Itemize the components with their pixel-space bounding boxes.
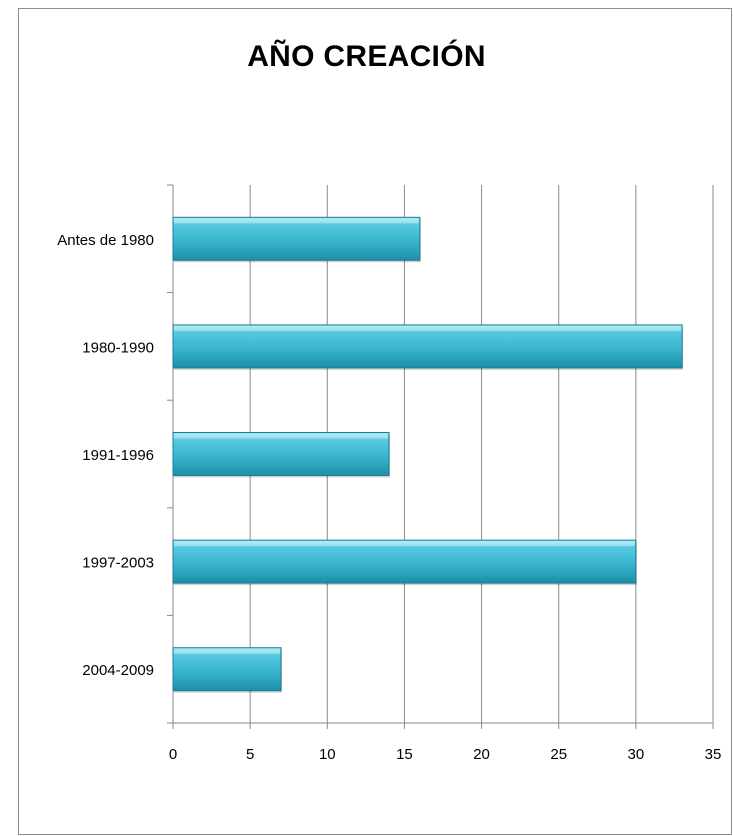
bar: [172, 539, 637, 584]
chart-frame: [18, 8, 732, 835]
bar-highlight: [174, 433, 388, 439]
y-category-label: Antes de 1980: [57, 232, 154, 249]
x-tick-label: 10: [319, 746, 336, 763]
bar-highlight: [174, 541, 635, 547]
bar: [172, 216, 421, 261]
x-tick-label: 20: [473, 746, 490, 763]
bar: [172, 647, 282, 692]
bar-highlight: [174, 325, 682, 331]
x-tick-label: 15: [396, 746, 413, 763]
y-category-label: 1997-2003: [82, 555, 154, 572]
x-tick-label: 0: [169, 746, 177, 763]
chart-title: AÑO CREACIÓN: [247, 40, 486, 73]
bar: [172, 324, 683, 369]
bar-highlight: [174, 218, 419, 224]
x-tick-label: 25: [550, 746, 567, 763]
x-tick-label: 5: [246, 746, 254, 763]
y-category-label: 1991-1996: [82, 447, 154, 464]
bar: [172, 432, 390, 476]
y-category-label: 1980-1990: [82, 339, 154, 356]
gridlines: [249, 185, 714, 723]
bars: [172, 216, 684, 693]
y-category-label: 2004-2009: [82, 662, 154, 679]
x-tick-label: 35: [705, 746, 722, 763]
bar-highlight: [174, 648, 280, 654]
x-tick-label: 30: [628, 746, 645, 763]
tick-labels: 0 5 10 15 20 25 30 35 Antes de 1980 1980-1990 1991…: [57, 232, 721, 763]
